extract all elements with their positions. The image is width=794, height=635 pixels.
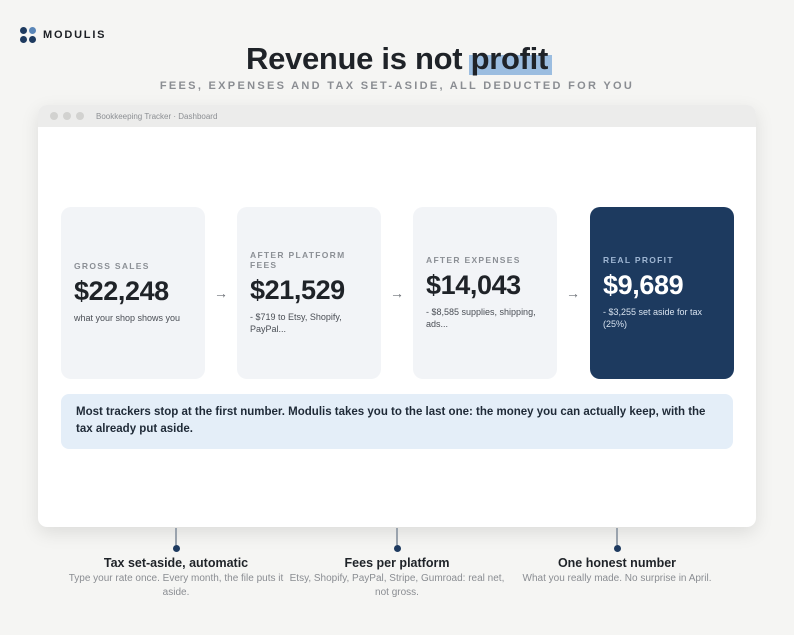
window-titlebar: Bookkeeping Tracker · Dashboard	[38, 105, 756, 127]
feature-description: Type your rate once. Every month, the fi…	[68, 573, 284, 598]
feature-title: Tax set-aside, automatic	[103, 556, 249, 570]
card-label: AFTER PLATFORM FEES	[250, 250, 346, 271]
card-amount: $22,248	[74, 276, 169, 307]
connector-pin-icon	[393, 545, 401, 552]
card-note: what your shop shows you	[74, 313, 181, 323]
card-label: AFTER EXPENSES	[426, 255, 521, 266]
connector-line	[396, 528, 398, 545]
page-headline: Revenue is not profit	[0, 41, 794, 77]
arrow-right-icon: →	[214, 285, 228, 301]
card-label: GROSS SALES	[74, 261, 150, 272]
window-close-dot[interactable]	[50, 112, 58, 120]
card-real-profit: REAL PROFIT $9,689 - $3,255 set aside fo…	[590, 207, 734, 379]
card-amount: $14,043	[426, 270, 521, 301]
connector-pin-icon	[613, 545, 621, 552]
brand: MODULIS	[20, 27, 106, 43]
callout-message: Most trackers stop at the first number. …	[61, 394, 733, 449]
window-maximize-dot[interactable]	[76, 112, 84, 120]
modulis-logo-icon	[20, 27, 36, 43]
card-after-platform-fees: AFTER PLATFORM FEES $21,529 - $719 to Et…	[237, 207, 381, 379]
feature-one-honest-number: One honest number What you really made. …	[507, 528, 727, 586]
feature-tax-set-aside: Tax set-aside, automatic Type your rate …	[66, 528, 286, 600]
card-label: REAL PROFIT	[603, 255, 674, 266]
window-minimize-dot[interactable]	[63, 112, 71, 120]
feature-description: What you really made. No surprise in Apr…	[522, 573, 712, 584]
card-note: - $8,585 supplies, shipping, ads...	[426, 307, 536, 329]
brand-name: MODULIS	[43, 29, 107, 41]
connector-line	[616, 528, 618, 545]
connector-line	[175, 528, 177, 545]
window-title: Bookkeeping Tracker · Dashboard	[96, 111, 218, 121]
feature-description: Etsy, Shopify, PayPal, Stripe, Gumroad: …	[289, 573, 505, 598]
card-note: - $719 to Etsy, Shopify, PayPal...	[250, 312, 342, 334]
card-after-expenses: AFTER EXPENSES $14,043 - $8,585 supplies…	[413, 207, 557, 379]
connector-pin-icon	[172, 545, 180, 552]
headline-highlight: profit	[468, 41, 553, 76]
headline-text: Revenue is not	[245, 41, 471, 76]
arrow-right-icon: →	[566, 285, 580, 301]
feature-title: Fees per platform	[344, 556, 450, 570]
arrow-right-icon: →	[390, 285, 404, 301]
feature-title: One honest number	[557, 556, 677, 570]
dashboard-window: Bookkeeping Tracker · Dashboard GROSS SA…	[38, 105, 756, 527]
card-amount: $9,689	[603, 270, 684, 301]
card-note: - $3,255 set aside for tax (25%)	[603, 307, 703, 329]
card-gross-sales: GROSS SALES $22,248 what your shop shows…	[61, 207, 205, 379]
page-subhead: FEES, EXPENSES AND TAX SET-ASIDE, ALL DE…	[159, 80, 635, 92]
feature-fees-per-platform: Fees per platform Etsy, Shopify, PayPal,…	[287, 528, 507, 600]
card-amount: $21,529	[250, 275, 345, 306]
